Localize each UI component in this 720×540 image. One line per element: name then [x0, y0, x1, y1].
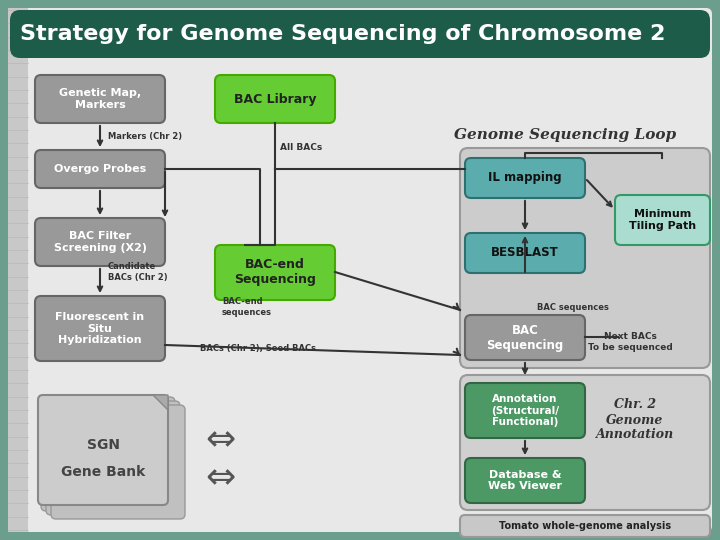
Text: Next BACs
To be sequenced: Next BACs To be sequenced [588, 332, 672, 352]
Text: Overgo Probes: Overgo Probes [54, 164, 146, 174]
FancyBboxPatch shape [615, 195, 710, 245]
FancyBboxPatch shape [465, 383, 585, 438]
Text: SGN: SGN [86, 438, 120, 452]
Polygon shape [153, 395, 168, 410]
Text: BESBLAST: BESBLAST [491, 246, 559, 260]
Text: ⇔: ⇔ [205, 423, 235, 457]
Text: Minimum
Tiling Path: Minimum Tiling Path [629, 209, 696, 231]
FancyBboxPatch shape [465, 315, 585, 360]
FancyBboxPatch shape [8, 8, 712, 532]
FancyBboxPatch shape [465, 233, 585, 273]
Text: ⇔: ⇔ [205, 461, 235, 495]
FancyBboxPatch shape [465, 458, 585, 503]
FancyBboxPatch shape [10, 10, 710, 58]
Text: Database &
Web Viewer: Database & Web Viewer [488, 470, 562, 491]
Text: BAC
Sequencing: BAC Sequencing [487, 323, 564, 352]
FancyBboxPatch shape [465, 158, 585, 198]
FancyBboxPatch shape [41, 397, 175, 511]
FancyBboxPatch shape [38, 395, 168, 505]
FancyBboxPatch shape [460, 515, 710, 537]
FancyBboxPatch shape [460, 148, 710, 368]
Text: Strategy for Genome Sequencing of Chromosome 2: Strategy for Genome Sequencing of Chromo… [20, 24, 665, 44]
Text: IL mapping: IL mapping [488, 172, 562, 185]
FancyBboxPatch shape [51, 405, 185, 519]
Text: Tomato whole-genome analysis: Tomato whole-genome analysis [499, 521, 671, 531]
Text: Markers (Chr 2): Markers (Chr 2) [108, 132, 182, 141]
Text: Candidate
BACs (Chr 2): Candidate BACs (Chr 2) [108, 262, 168, 282]
FancyBboxPatch shape [35, 75, 165, 123]
Text: Annotation
(Structural/
Functional): Annotation (Structural/ Functional) [491, 394, 559, 427]
Text: Fluorescent in
Situ
Hybridization: Fluorescent in Situ Hybridization [55, 312, 145, 345]
Text: BAC Library: BAC Library [234, 92, 316, 105]
Text: BACs (Chr 2), Seed BACs: BACs (Chr 2), Seed BACs [200, 343, 316, 353]
Text: BAC-end
Sequencing: BAC-end Sequencing [234, 259, 316, 287]
Text: Gene Bank: Gene Bank [61, 465, 145, 479]
FancyBboxPatch shape [46, 401, 180, 515]
FancyBboxPatch shape [215, 245, 335, 300]
Bar [8, 8, 28, 532]
FancyBboxPatch shape [35, 218, 165, 266]
Text: BAC Filter
Screening (X2): BAC Filter Screening (X2) [53, 231, 146, 253]
FancyBboxPatch shape [215, 75, 335, 123]
Text: Chr. 2
Genome
Annotation: Chr. 2 Genome Annotation [596, 399, 674, 442]
Text: All BACs: All BACs [280, 144, 323, 152]
FancyBboxPatch shape [35, 296, 165, 361]
FancyBboxPatch shape [35, 150, 165, 188]
Text: Genome Sequencing Loop: Genome Sequencing Loop [454, 128, 676, 142]
Text: BAC-end
sequences: BAC-end sequences [222, 298, 272, 316]
FancyBboxPatch shape [460, 375, 710, 510]
Text: BAC sequences: BAC sequences [537, 303, 609, 313]
Text: Genetic Map,
Markers: Genetic Map, Markers [59, 88, 141, 110]
